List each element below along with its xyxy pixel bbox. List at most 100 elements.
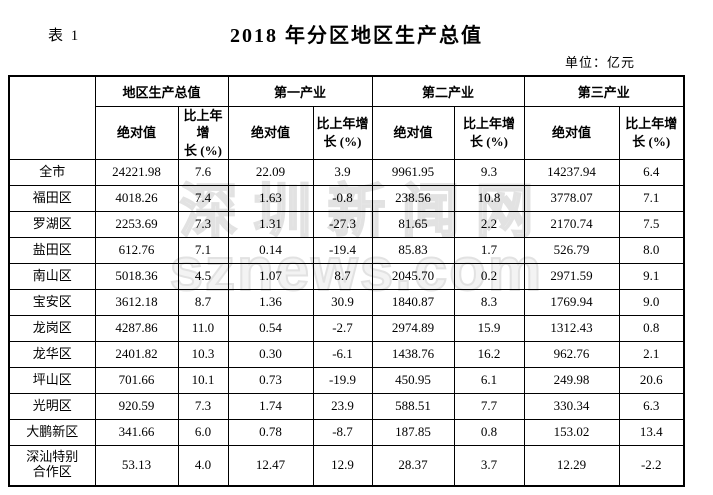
data-cell: 7.1 (618, 185, 685, 213)
data-cell: 2.2 (453, 211, 525, 239)
table-row: 南山区 5018.36 4.5 1.07 8.7 2045.70 0.2 2971.59 9.1 (8, 263, 685, 291)
data-cell: 28.37 (371, 445, 455, 487)
data-cell: 0.54 (227, 315, 314, 343)
data-cell: 3612.18 (94, 289, 179, 317)
table-body: 全市 24221.98 7.6 22.09 3.9 9961.95 9.3 14237.94 6… (8, 159, 685, 487)
district-name-cell: 深汕特别 合作区 (8, 445, 96, 487)
subheader-absolute: 绝对值 (227, 105, 314, 161)
data-cell: 1.63 (227, 185, 314, 213)
data-cell: 0.14 (227, 237, 314, 265)
data-cell: 612.76 (94, 237, 179, 265)
data-cell: -6.1 (312, 341, 373, 369)
district-name-cell: 罗湖区 (8, 211, 96, 239)
data-cell: 8.3 (453, 289, 525, 317)
table-row: 全市 24221.98 7.6 22.09 3.9 9961.95 9.3 14237.94 6… (8, 159, 685, 187)
district-name-cell: 福田区 (8, 185, 96, 213)
data-cell: 962.76 (523, 341, 620, 369)
district-name-cell: 龙华区 (8, 341, 96, 369)
data-cell: 6.1 (453, 367, 525, 395)
data-cell: 23.9 (312, 393, 373, 421)
group-header-primary: 第一产业 (227, 75, 373, 107)
data-cell: -19.4 (312, 237, 373, 265)
data-cell: 8.0 (618, 237, 685, 265)
group-header-gdp: 地区生产总值 (94, 75, 229, 107)
data-cell: -2.7 (312, 315, 373, 343)
data-cell: 14237.94 (523, 159, 620, 187)
district-name-cell: 光明区 (8, 393, 96, 421)
data-cell: 22.09 (227, 159, 314, 187)
data-cell: 9.0 (618, 289, 685, 317)
sub-header-row: 绝对值 比上年增长 (%) 绝对值 比上年增长 (%) 绝对值 比上年增长 (%… (9, 105, 685, 161)
data-cell: 153.02 (523, 419, 620, 447)
data-cell: 1.7 (453, 237, 525, 265)
data-cell: 1.31 (227, 211, 314, 239)
data-cell: -27.3 (312, 211, 373, 239)
district-name-cell: 坪山区 (8, 367, 96, 395)
subheader-absolute: 绝对值 (523, 105, 620, 161)
data-cell: 588.51 (371, 393, 455, 421)
data-cell: 16.2 (453, 341, 525, 369)
data-cell: 2971.59 (523, 263, 620, 291)
district-name-cell: 南山区 (8, 263, 96, 291)
table-header: 地区生产总值 第一产业 第二产业 第三产业 绝对值 比上年增长 (%) 绝对值 … (8, 75, 685, 161)
data-cell: 330.34 (523, 393, 620, 421)
data-cell: 1769.94 (523, 289, 620, 317)
corner-cell (8, 75, 96, 161)
data-cell: -0.8 (312, 185, 373, 213)
data-cell: 20.6 (618, 367, 685, 395)
data-cell: -8.7 (312, 419, 373, 447)
data-cell: 6.0 (177, 419, 229, 447)
data-cell: 12.29 (523, 445, 620, 487)
data-cell: 10.1 (177, 367, 229, 395)
table-row: 深汕特别 合作区 53.13 4.0 12.47 12.9 28.37 3.7 12.29 -2.… (8, 445, 685, 487)
data-cell: 526.79 (523, 237, 620, 265)
table-row: 福田区 4018.26 7.4 1.63 -0.8 238.56 10.8 3778.07 7.… (8, 185, 685, 213)
table-row: 龙华区 2401.82 10.3 0.30 -6.1 1438.76 16.2 962.76 2… (8, 341, 685, 369)
data-cell: 6.4 (618, 159, 685, 187)
table-row: 坪山区 701.66 10.1 0.73 -19.9 450.95 6.1 249.98 20.… (8, 367, 685, 395)
data-cell: 9.1 (618, 263, 685, 291)
table-row: 光明区 920.59 7.3 1.74 23.9 588.51 7.7 330.34 6.3 (8, 393, 685, 421)
data-cell: 2.1 (618, 341, 685, 369)
data-cell: 8.7 (312, 263, 373, 291)
data-cell: 2401.82 (94, 341, 179, 369)
data-cell: 2974.89 (371, 315, 455, 343)
data-cell: 2253.69 (94, 211, 179, 239)
data-cell: 1.07 (227, 263, 314, 291)
subheader-growth: 比上年增长 (%) (177, 105, 229, 161)
data-cell: 9961.95 (371, 159, 455, 187)
data-cell: -2.2 (618, 445, 685, 487)
data-cell: 5018.36 (94, 263, 179, 291)
data-cell: 7.1 (177, 237, 229, 265)
district-name-cell: 盐田区 (8, 237, 96, 265)
data-cell: 4.5 (177, 263, 229, 291)
data-cell: 30.9 (312, 289, 373, 317)
data-cell: 7.6 (177, 159, 229, 187)
data-cell: 7.3 (177, 211, 229, 239)
data-cell: 7.5 (618, 211, 685, 239)
subheader-growth: 比上年增长 (%) (618, 105, 685, 161)
data-cell: 0.8 (618, 315, 685, 343)
district-name-cell: 龙岗区 (8, 315, 96, 343)
data-cell: 1312.43 (523, 315, 620, 343)
data-cell: 0.78 (227, 419, 314, 447)
subheader-growth: 比上年增长 (%) (312, 105, 373, 161)
data-cell: 1438.76 (371, 341, 455, 369)
data-cell: 0.2 (453, 263, 525, 291)
data-cell: 3.7 (453, 445, 525, 487)
group-header-secondary: 第二产业 (371, 75, 525, 107)
gdp-table: 地区生产总值 第一产业 第二产业 第三产业 绝对值 比上年增长 (%) 绝对值 … (8, 75, 685, 487)
table-row: 宝安区 3612.18 8.7 1.36 30.9 1840.87 8.3 1769.94 9.… (8, 289, 685, 317)
data-cell: 13.4 (618, 419, 685, 447)
subheader-absolute: 绝对值 (94, 105, 179, 161)
table-row: 大鹏新区 341.66 6.0 0.78 -8.7 187.85 0.8 153.02 13.4 (8, 419, 685, 447)
data-cell: 920.59 (94, 393, 179, 421)
data-cell: 341.66 (94, 419, 179, 447)
data-cell: 2045.70 (371, 263, 455, 291)
data-cell: 1840.87 (371, 289, 455, 317)
data-cell: 53.13 (94, 445, 179, 487)
data-cell: 4.0 (177, 445, 229, 487)
data-cell: 3778.07 (523, 185, 620, 213)
data-cell: 1.74 (227, 393, 314, 421)
